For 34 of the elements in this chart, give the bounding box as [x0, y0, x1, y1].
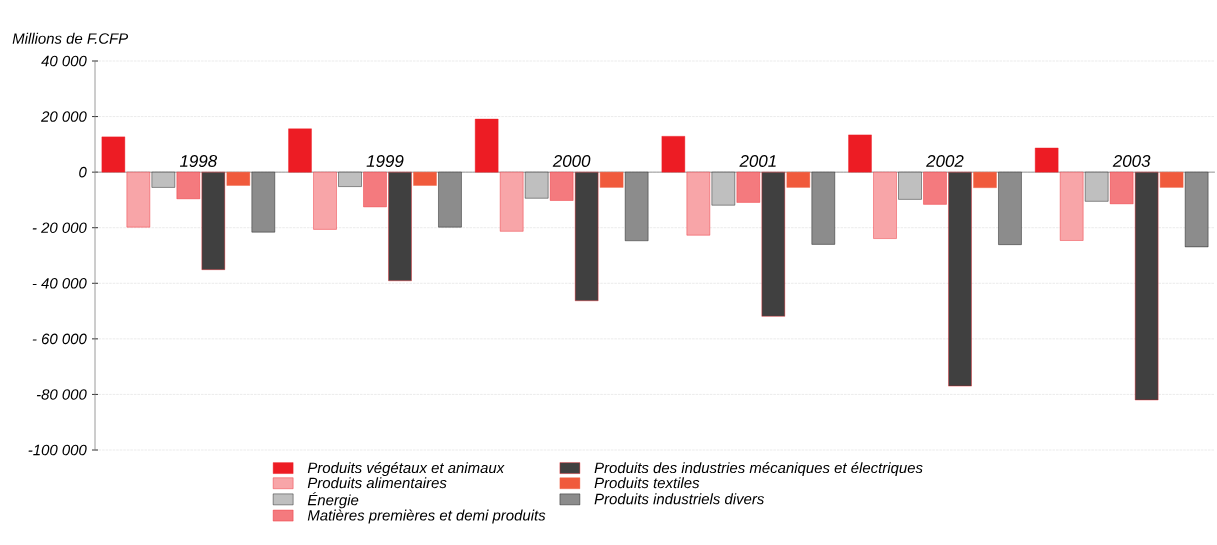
bar — [226, 171, 251, 186]
x-tick-label: 2002 — [926, 154, 964, 167]
bar — [973, 171, 997, 188]
y-tick-label: - 40 000 — [32, 278, 87, 289]
y-axis-title: Millions de F.CFP — [12, 32, 129, 44]
bar — [413, 171, 437, 186]
x-tick-label: 2003 — [1112, 154, 1151, 167]
legend-label: Produits alimentaires — [307, 477, 447, 489]
bar — [1159, 171, 1184, 188]
y-tick-label: - 60 000 — [32, 333, 87, 345]
x-tick-label: 2000 — [552, 154, 591, 167]
bar — [711, 171, 736, 206]
bar — [599, 171, 624, 188]
legend-label: Produits des industries mécaniques et électriques — [594, 461, 923, 477]
x-tick-label: 2001 — [739, 154, 776, 167]
bar — [151, 171, 176, 188]
x-tick-label: 1999 — [366, 154, 404, 167]
y-tick-label: -100 000 — [28, 444, 87, 456]
y-tick-label: 40 000 — [41, 55, 87, 67]
bar — [898, 171, 922, 200]
legend-label: Produits végétaux et animaux — [307, 461, 505, 477]
legend-label: Produits industriels divers — [594, 493, 764, 505]
bar — [1084, 171, 1109, 202]
x-tick-label: 1998 — [179, 154, 218, 167]
y-tick-label: -80 000 — [36, 389, 87, 400]
bar — [786, 171, 811, 188]
y-tick-label: 0 — [79, 166, 87, 178]
y-tick-label: - 20 000 — [32, 222, 87, 233]
bar — [338, 171, 362, 187]
legend-label: Matières premières et demi produits — [307, 509, 546, 524]
legend-label: Énergie — [307, 492, 359, 509]
legend-label: Produits textiles — [594, 477, 700, 489]
y-tick-label: 20 000 — [41, 111, 87, 122]
bar — [524, 171, 549, 199]
